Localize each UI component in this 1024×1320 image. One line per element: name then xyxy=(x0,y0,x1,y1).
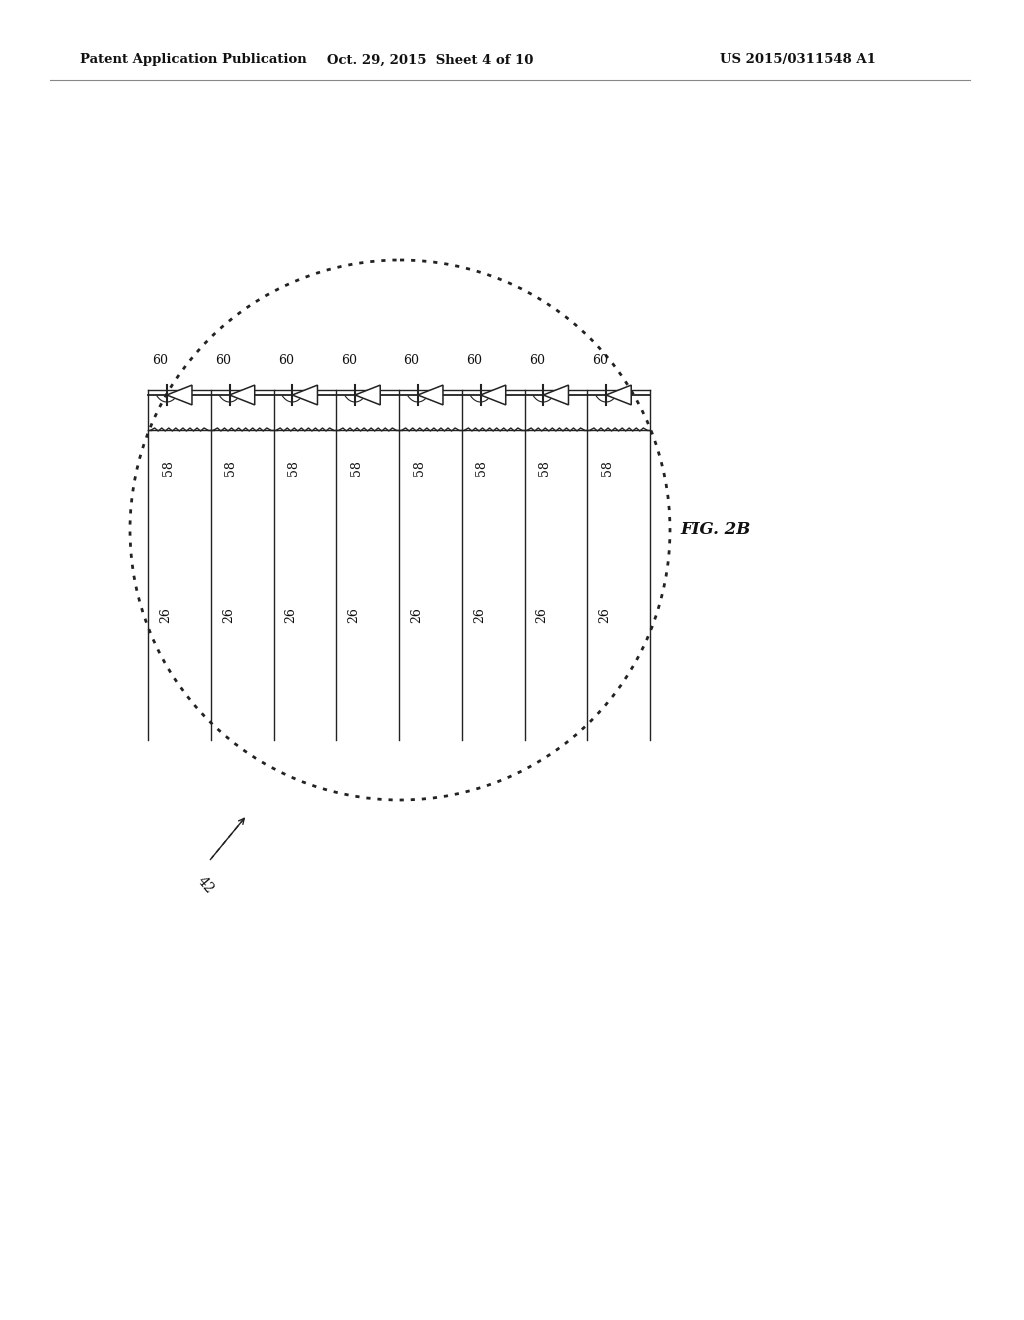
Polygon shape xyxy=(229,385,255,405)
Polygon shape xyxy=(167,385,191,405)
Text: 26: 26 xyxy=(285,607,298,623)
Text: 60: 60 xyxy=(279,354,294,367)
Text: US 2015/0311548 A1: US 2015/0311548 A1 xyxy=(720,54,876,66)
Text: 26: 26 xyxy=(473,607,485,623)
Polygon shape xyxy=(544,385,568,405)
Text: Oct. 29, 2015  Sheet 4 of 10: Oct. 29, 2015 Sheet 4 of 10 xyxy=(327,54,534,66)
Text: 60: 60 xyxy=(215,354,231,367)
Polygon shape xyxy=(418,385,443,405)
Text: 26: 26 xyxy=(159,607,172,623)
Text: 60: 60 xyxy=(529,354,545,367)
Text: 58: 58 xyxy=(601,461,613,477)
Text: 42: 42 xyxy=(194,874,216,896)
Text: 60: 60 xyxy=(403,354,420,367)
Text: 26: 26 xyxy=(222,607,234,623)
Text: FIG. 2B: FIG. 2B xyxy=(680,521,751,539)
Polygon shape xyxy=(606,385,631,405)
Polygon shape xyxy=(292,385,317,405)
Text: 60: 60 xyxy=(153,354,169,367)
Text: 26: 26 xyxy=(598,607,611,623)
Text: 58: 58 xyxy=(475,461,488,477)
Text: 26: 26 xyxy=(347,607,360,623)
Text: 60: 60 xyxy=(466,354,482,367)
Polygon shape xyxy=(480,385,506,405)
Polygon shape xyxy=(355,385,380,405)
Text: 58: 58 xyxy=(162,461,174,477)
Text: 58: 58 xyxy=(287,461,300,477)
Text: 26: 26 xyxy=(536,607,549,623)
Text: 58: 58 xyxy=(350,461,362,477)
Text: 60: 60 xyxy=(592,354,608,367)
Text: Patent Application Publication: Patent Application Publication xyxy=(80,54,307,66)
Text: 58: 58 xyxy=(538,461,551,477)
Text: 26: 26 xyxy=(410,607,423,623)
Text: 58: 58 xyxy=(413,461,426,477)
Text: 58: 58 xyxy=(224,461,238,477)
Text: 60: 60 xyxy=(341,354,356,367)
